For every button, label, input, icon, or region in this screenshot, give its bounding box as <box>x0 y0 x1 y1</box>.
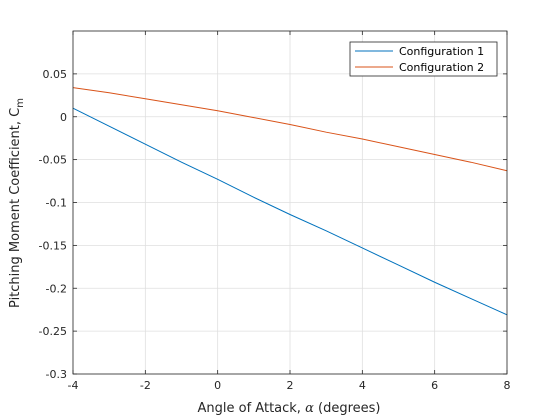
x-tick-label: 8 <box>504 379 511 392</box>
legend: Configuration 1 Configuration 2 <box>349 41 498 77</box>
y-tick-label: -0.3 <box>46 368 67 381</box>
y-tick-label: -0.1 <box>46 197 67 210</box>
x-tick-label: -4 <box>68 379 79 392</box>
y-axis-label-subscript: m <box>15 98 26 108</box>
x-axis-label: Angle of Attack, α (degrees) <box>198 401 381 416</box>
x-tick-label: 4 <box>359 379 366 392</box>
legend-box <box>349 41 498 77</box>
legend-label-configuration-2: Configuration 2 <box>399 61 484 74</box>
y-tick-label: 0.05 <box>43 68 68 81</box>
y-tick-label: -0.15 <box>39 239 67 252</box>
x-tick-label: 2 <box>287 379 294 392</box>
y-tick-label: -0.2 <box>46 282 67 295</box>
x-axis-label-symbol: α <box>305 401 314 416</box>
x-tick-label: -2 <box>140 379 151 392</box>
y-tick-label: -0.05 <box>39 154 67 167</box>
legend-label-configuration-1: Configuration 1 <box>399 45 484 58</box>
ticks <box>72 31 508 375</box>
y-tick-label: -0.25 <box>39 325 67 338</box>
x-axis-label-suffix: (degrees) <box>314 401 381 416</box>
y-tick-label: 0 <box>60 111 67 124</box>
series-line-configuration-1 <box>72 107 508 316</box>
y-axis-label: Pitching Moment Coefficient, Cm <box>8 98 26 308</box>
x-axis-label-prefix: Angle of Attack, <box>198 401 306 416</box>
series-line-configuration-2 <box>72 87 508 172</box>
y-axis-label-main: Pitching Moment Coefficient, C <box>8 108 23 308</box>
tick-labels: -4 -2 0 2 4 6 8 -0.3 -0.25 -0.2 -0.15 -0.1 -0.05 0 0.0… <box>39 68 511 392</box>
series-layer <box>72 87 508 316</box>
x-tick-label: 0 <box>214 379 221 392</box>
x-tick-label: 6 <box>431 379 438 392</box>
